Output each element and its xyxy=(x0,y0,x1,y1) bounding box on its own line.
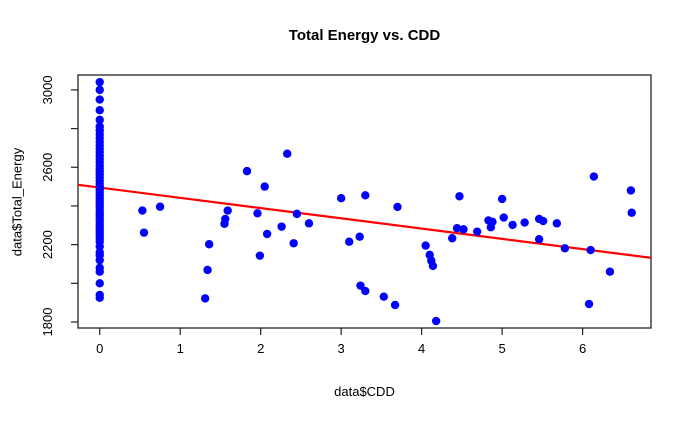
data-point xyxy=(292,209,302,219)
data-point xyxy=(138,206,147,215)
data-point xyxy=(155,202,165,211)
data-point xyxy=(586,245,595,255)
data-point xyxy=(95,95,104,104)
data-point xyxy=(336,194,346,203)
data-point xyxy=(242,166,252,176)
data-point xyxy=(499,213,508,222)
data-point xyxy=(421,241,430,250)
x-tick-label: 1 xyxy=(177,341,184,356)
y-tick-label: 2600 xyxy=(40,153,55,182)
data-point xyxy=(626,186,636,195)
data-point xyxy=(200,294,210,303)
data-point xyxy=(95,255,104,265)
data-point xyxy=(255,251,265,260)
data-point xyxy=(605,267,615,276)
data-point xyxy=(95,279,104,288)
data-point xyxy=(627,208,636,217)
x-tick-label: 3 xyxy=(338,341,345,356)
data-point xyxy=(262,229,272,239)
x-tick-label: 5 xyxy=(498,341,505,356)
data-point xyxy=(95,85,104,95)
data-point xyxy=(361,286,370,296)
data-point xyxy=(95,267,104,276)
data-point xyxy=(95,106,104,115)
data-point xyxy=(390,300,400,310)
data-point xyxy=(95,115,104,125)
data-point xyxy=(589,172,599,181)
data-point xyxy=(95,293,104,303)
data-point xyxy=(304,219,314,228)
data-point xyxy=(584,299,594,309)
data-point xyxy=(356,281,365,290)
data-point xyxy=(260,182,269,191)
y-tick-label: 3000 xyxy=(40,75,55,104)
y-tick-label: 2200 xyxy=(40,230,55,259)
data-point xyxy=(452,223,462,233)
data-point xyxy=(277,222,286,231)
data-point xyxy=(455,192,464,201)
data-point xyxy=(431,316,441,326)
data-point xyxy=(223,206,232,215)
plot-box xyxy=(77,74,652,329)
data-point xyxy=(472,227,482,236)
data-point xyxy=(488,217,497,227)
regression-line xyxy=(77,183,652,259)
data-point xyxy=(560,244,570,253)
x-tick-label: 0 xyxy=(96,341,103,356)
data-point xyxy=(361,191,370,200)
x-tick-label: 4 xyxy=(418,341,425,356)
data-point xyxy=(448,234,457,243)
data-point xyxy=(253,209,262,218)
data-point xyxy=(520,218,529,227)
data-point xyxy=(221,214,230,224)
chart-title: Total Energy vs. CDD xyxy=(288,27,441,44)
data-point xyxy=(283,149,292,158)
data-point xyxy=(552,219,562,228)
x-axis-label: data$CDD xyxy=(334,384,395,399)
data-point xyxy=(95,242,104,251)
data-point xyxy=(204,240,214,249)
data-point xyxy=(203,265,212,275)
data-point xyxy=(345,237,354,246)
data-point xyxy=(393,202,402,212)
x-tick-label: 6 xyxy=(579,341,586,356)
data-point xyxy=(289,239,298,248)
data-point xyxy=(534,235,544,244)
data-point xyxy=(538,216,548,226)
data-point xyxy=(459,225,468,234)
x-tick-label: 2 xyxy=(257,341,264,356)
data-point xyxy=(508,220,517,230)
data-point xyxy=(95,77,104,87)
data-point xyxy=(139,228,149,237)
data-point xyxy=(379,292,389,301)
data-point xyxy=(428,261,438,271)
data-point xyxy=(497,194,507,204)
y-tick-label: 1800 xyxy=(40,308,55,337)
data-point xyxy=(355,232,364,241)
